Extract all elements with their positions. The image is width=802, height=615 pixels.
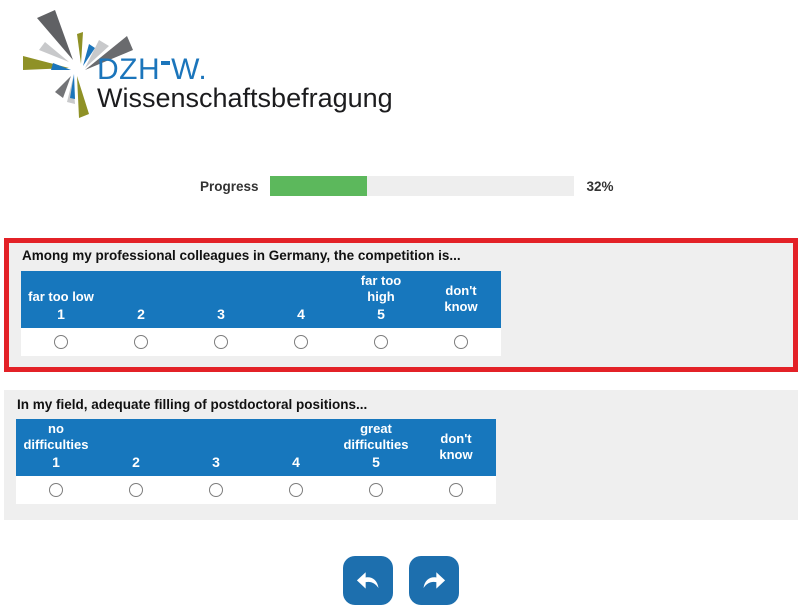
scale-column-header: 4 [292, 454, 300, 470]
question-1-scale-header: far too low 1 2 3 4 far too high 5 [21, 271, 501, 328]
scale-column-header: 2 [137, 306, 145, 322]
scale-column-header-dont-know: don't know [439, 430, 473, 462]
progress-label: Progress [200, 178, 259, 194]
curved-arrow-right-icon [423, 571, 446, 589]
logo-dash [161, 61, 171, 65]
logo-subtitle: Wissenschaftsbefragung [97, 83, 393, 113]
progress-fill [269, 176, 367, 196]
nav-buttons [0, 556, 802, 605]
scale-column-header: far too high 5 [360, 273, 402, 322]
progress-row: Progress 32% [200, 176, 614, 196]
q2-radio-1[interactable] [49, 483, 63, 497]
q1-radio-dont-know[interactable] [454, 335, 468, 349]
question-2-text: In my field, adequate filling of postdoc… [17, 397, 368, 412]
question-1-scale: far too low 1 2 3 4 far too high 5 [21, 271, 501, 356]
forward-button[interactable] [409, 556, 459, 605]
question-2-scale-header: no difficulties 1 2 3 4 great difficulti… [16, 419, 496, 476]
dzhw-starburst-icon [23, 10, 133, 118]
question-block-1-highlighted: Among my professional colleagues in Germ… [4, 238, 798, 372]
question-1-text: Among my professional colleagues in Germ… [22, 248, 461, 263]
question-2-scale: no difficulties 1 2 3 4 great difficulti… [16, 419, 496, 504]
scale-column-header: great difficulties 5 [343, 421, 409, 470]
progress-percent: 32% [586, 178, 614, 194]
scale-column-header: 4 [297, 306, 305, 322]
scale-column-header: 3 [212, 454, 220, 470]
question-1-radio-row [21, 328, 501, 356]
scale-column-header: no difficulties 1 [23, 421, 89, 470]
scale-column-header: 2 [132, 454, 140, 470]
q2-radio-2[interactable] [129, 483, 143, 497]
q2-radio-5[interactable] [369, 483, 383, 497]
q2-radio-3[interactable] [209, 483, 223, 497]
q1-radio-4[interactable] [294, 335, 308, 349]
scale-column-header-dont-know: don't know [444, 282, 478, 314]
progress-bar [269, 176, 574, 196]
question-block-2: In my field, adequate filling of postdoc… [4, 390, 798, 520]
q1-radio-1[interactable] [54, 335, 68, 349]
question-2-radio-row [16, 476, 496, 504]
back-button[interactable] [343, 556, 393, 605]
q2-radio-dont-know[interactable] [449, 483, 463, 497]
q1-radio-5[interactable] [374, 335, 388, 349]
brand-header: DZH W. Wissenschaftsbefragung [15, 4, 435, 126]
q1-radio-3[interactable] [214, 335, 228, 349]
q1-radio-2[interactable] [134, 335, 148, 349]
q2-radio-4[interactable] [289, 483, 303, 497]
logo-wordmark: DZH W. [97, 53, 208, 86]
scale-column-header: far too low 1 [28, 289, 94, 322]
curved-arrow-left-icon [356, 571, 379, 589]
scale-column-header: 3 [217, 306, 225, 322]
